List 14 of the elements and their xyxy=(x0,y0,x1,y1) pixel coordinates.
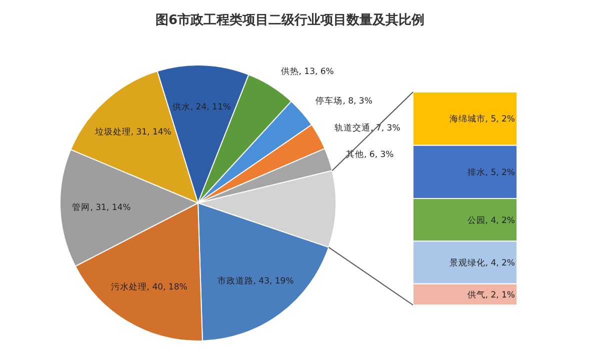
slice-label: 供水, 24, 11% xyxy=(172,101,231,112)
slice-label: 市政道路, 43, 19% xyxy=(217,276,294,287)
data-label: 排水, 5, 2% xyxy=(467,166,515,178)
slice-label: 管网, 31, 14% xyxy=(72,202,131,213)
chart-title: 图6市政工程类项目二级行业项目数量及其比例 xyxy=(155,12,425,28)
data-label: 海绵城市, 5, 2% xyxy=(449,114,515,125)
slice-label: 垃圾处理, 31, 14% xyxy=(94,126,172,138)
slice-label: 供热, 13, 6% xyxy=(280,66,334,77)
slice-label: 污水处理, 40, 18% xyxy=(110,281,188,292)
data-label: 供气, 2, 1% xyxy=(467,289,515,300)
data-label: 公园, 4, 2% xyxy=(467,214,515,226)
slice-label: 轨道交通, 7, 3% xyxy=(334,122,400,134)
slice-label: 停车场, 8, 3% xyxy=(316,96,372,107)
data-label: 景观绿化, 4, 2% xyxy=(449,257,515,268)
